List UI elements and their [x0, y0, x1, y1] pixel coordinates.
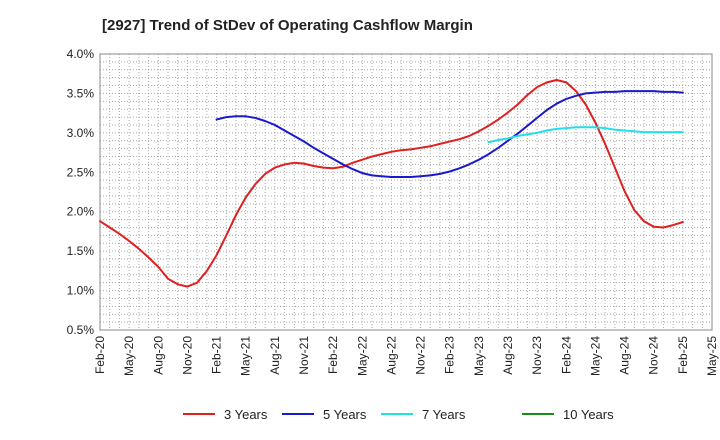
x-tick-label: Feb-24 [559, 336, 573, 374]
y-tick-label: 4.0% [67, 47, 95, 61]
x-tick-label: Feb-25 [676, 336, 690, 374]
x-tick-label: May-25 [705, 336, 719, 376]
x-tick-label: May-20 [122, 336, 136, 376]
x-tick-label: May-23 [472, 336, 486, 376]
y-tick-label: 0.5% [67, 323, 95, 337]
plot-area-border [99, 53, 713, 331]
x-tick-label: Feb-20 [93, 336, 107, 374]
x-tick-label: May-21 [239, 336, 253, 376]
x-tick-label: May-22 [355, 336, 369, 376]
y-tick-label: 2.5% [67, 165, 95, 179]
y-tick-label: 2.0% [67, 205, 95, 219]
chart-grid [99, 53, 713, 331]
chart-title: [2927] Trend of StDev of Operating Cashf… [102, 17, 473, 34]
legend-label-7-years: 7 Years [422, 407, 466, 422]
x-tick-label: Feb-21 [210, 336, 224, 374]
y-tick-label: 3.0% [67, 126, 95, 140]
legend-label-5-years: 5 Years [323, 407, 367, 422]
series-line-3-years [99, 79, 684, 288]
x-tick-label: Aug-24 [618, 336, 632, 375]
x-tick-label: Nov-20 [180, 336, 194, 375]
x-tick-label: Aug-21 [268, 336, 282, 375]
y-tick-label: 1.0% [67, 284, 95, 298]
x-axis: Feb-20 May-20 Aug-20 Nov-20 Feb-21 May-21 Aug-… [93, 336, 719, 376]
x-tick-label: Nov-22 [414, 336, 428, 375]
x-tick-label: Nov-24 [647, 336, 661, 375]
x-tick-label: Nov-21 [297, 336, 311, 375]
series-line-7-years [487, 126, 684, 144]
x-tick-label: Aug-20 [151, 336, 165, 375]
x-tick-label: Feb-23 [443, 336, 457, 374]
legend-label-10-years: 10 Years [563, 407, 614, 422]
x-tick-label: May-24 [588, 336, 602, 376]
y-axis: 0.5% 1.0% 1.5% 2.0% 2.5% 3.0% 3.5% 4.0% [67, 47, 95, 337]
y-tick-label: 3.5% [67, 86, 95, 100]
y-tick-label: 1.5% [67, 244, 95, 258]
legend-label-3-years: 3 Years [224, 407, 268, 422]
x-tick-label: Feb-22 [326, 336, 340, 374]
x-tick-label: Aug-23 [501, 336, 515, 375]
series-line-5-years [215, 90, 684, 178]
x-tick-label: Aug-22 [384, 336, 398, 375]
x-tick-label: Nov-23 [530, 336, 544, 375]
legend: 3 Years 5 Years 7 Years 10 Years [183, 407, 614, 422]
series-lines [99, 79, 684, 288]
